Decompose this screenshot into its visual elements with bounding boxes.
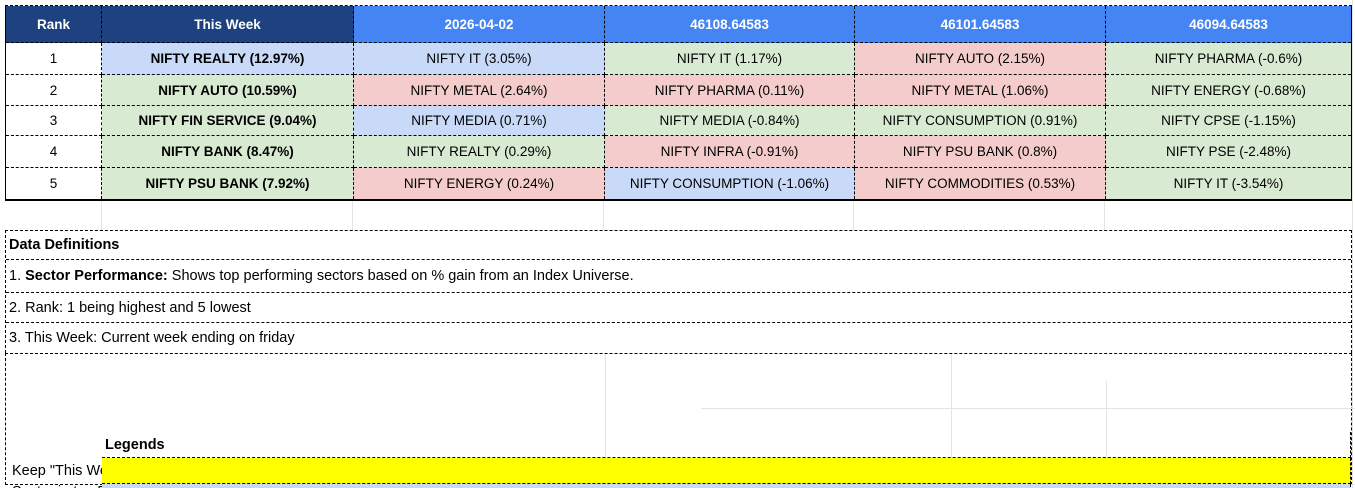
sector-cell[interactable]: NIFTY CONSUMPTION (0.91%)	[855, 106, 1106, 136]
sector-cell[interactable]: NIFTY METAL (1.06%)	[855, 75, 1106, 106]
gridline	[1104, 201, 1105, 230]
gridline	[1352, 0, 1353, 488]
definition-1-prefix: 1.	[9, 268, 26, 284]
sector-cell[interactable]: NIFTY PSU BANK (7.92%)	[102, 168, 354, 199]
header-cell-date[interactable]: 2026-04-02	[354, 6, 605, 43]
gridline	[853, 201, 854, 230]
gridline	[101, 201, 102, 230]
sector-cell[interactable]: NIFTY MEDIA (-0.84%)	[605, 106, 855, 136]
sector-cell[interactable]: NIFTY COMMODITIES (0.53%)	[855, 168, 1106, 199]
rank-cell[interactable]: 2	[6, 75, 102, 106]
header-cell-week-3[interactable]: 46094.64583	[1106, 6, 1351, 43]
rank-cell[interactable]: 4	[6, 136, 102, 168]
sector-cell[interactable]: NIFTY PSU BANK (0.8%)	[855, 136, 1106, 168]
legends-label[interactable]: Legends	[102, 432, 1351, 458]
rank-cell[interactable]: 1	[6, 43, 102, 75]
sector-cell[interactable]: NIFTY REALTY (0.29%)	[354, 136, 605, 168]
sector-cell[interactable]: NIFTY REALTY (12.97%)	[102, 43, 354, 75]
gridline	[352, 201, 353, 230]
sector-cell[interactable]: NIFTY AUTO (10.59%)	[102, 75, 354, 106]
definition-1-text: Shows top performing sectors based on % …	[167, 268, 634, 284]
legends-block: Legends Keep "This Week" as Reference Se…	[5, 353, 1355, 488]
data-definitions-block: Data Definitions 1. Sector Performance: …	[5, 230, 1352, 353]
gridline	[951, 354, 952, 484]
sector-cell[interactable]: NIFTY ENERGY (0.24%)	[354, 168, 605, 199]
legend-swatch-yellow[interactable]	[102, 458, 1351, 484]
gridline	[603, 201, 604, 230]
sector-cell[interactable]: NIFTY CONSUMPTION (-1.06%)	[605, 168, 855, 199]
rank-cell[interactable]: 5	[6, 168, 102, 199]
definition-item-2[interactable]: 2. Rank: 1 being highest and 5 lowest	[6, 292, 1351, 322]
sector-cell[interactable]: NIFTY PHARMA (-0.6%)	[1106, 43, 1351, 75]
sector-cell[interactable]: NIFTY AUTO (2.15%)	[855, 43, 1106, 75]
legends-reference-note[interactable]: Keep "This Week" as Reference	[12, 463, 219, 479]
gridline	[1106, 381, 1107, 488]
sector-cell[interactable]: NIFTY PHARMA (0.11%)	[605, 75, 855, 106]
legend-swatch-blue[interactable]	[102, 484, 1351, 488]
sector-cell[interactable]: NIFTY IT (3.05%)	[354, 43, 605, 75]
sector-cell[interactable]: NIFTY FIN SERVICE (9.04%)	[102, 106, 354, 136]
sector-cell[interactable]: NIFTY MEDIA (0.71%)	[354, 106, 605, 136]
gridline	[605, 354, 606, 484]
sector-cell[interactable]: NIFTY INFRA (-0.91%)	[605, 136, 855, 168]
sector-cell[interactable]: NIFTY CPSE (-1.15%)	[1106, 106, 1351, 136]
sector-cell[interactable]: NIFTY IT (1.17%)	[605, 43, 855, 75]
header-cell-week-2[interactable]: 46101.64583	[855, 6, 1106, 43]
header-cell-week-1[interactable]: 46108.64583	[605, 6, 855, 43]
gridline	[701, 408, 1355, 409]
sector-cell[interactable]: NIFTY IT (-3.54%)	[1106, 168, 1351, 199]
sector-performance-table: Rank This Week 2026-04-02 46108.64583 46…	[5, 5, 1352, 201]
legend-text[interactable]: Sector in top 5 for past 5 weeks.	[6, 484, 219, 488]
sector-cell[interactable]: NIFTY PSE (-2.48%)	[1106, 136, 1351, 168]
data-definitions-title[interactable]: Data Definitions	[9, 237, 120, 253]
definition-1-term: Sector Performance:	[25, 268, 168, 284]
definition-item-1[interactable]: 1. Sector Performance: Shows top perform…	[6, 259, 1351, 292]
header-cell-this-week[interactable]: This Week	[102, 6, 354, 43]
definition-item-3[interactable]: 3. This Week: Current week ending on fri…	[6, 322, 1351, 353]
header-cell-rank[interactable]: Rank	[6, 6, 102, 43]
sector-cell[interactable]: NIFTY BANK (8.47%)	[102, 136, 354, 168]
sector-cell[interactable]: NIFTY METAL (2.64%)	[354, 75, 605, 106]
rank-cell[interactable]: 3	[6, 106, 102, 136]
sector-cell[interactable]: NIFTY ENERGY (-0.68%)	[1106, 75, 1351, 106]
